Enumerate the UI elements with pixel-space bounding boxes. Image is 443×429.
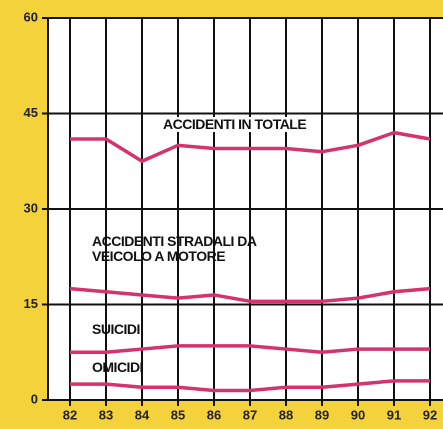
x-tick-label: 84 — [135, 407, 150, 422]
x-tick-label: 92 — [423, 407, 437, 422]
y-tick-label: 15 — [24, 296, 38, 311]
x-tick-label: 82 — [63, 407, 77, 422]
x-tick-label: 87 — [243, 407, 257, 422]
series-label: ACCIDENTI IN TOTALE — [160, 117, 310, 132]
x-tick-label: 83 — [99, 407, 113, 422]
series-label: SUICIDI — [92, 321, 140, 337]
x-tick-label: 89 — [315, 407, 329, 422]
y-tick-label: 45 — [24, 105, 38, 120]
x-tick-label: 91 — [387, 407, 401, 422]
series-line — [70, 379, 430, 393]
y-tick-label: 30 — [24, 200, 38, 215]
x-tick-label: 88 — [279, 407, 293, 422]
x-tick-label: 85 — [171, 407, 185, 422]
series-label: ACCIDENTI STRADALI DA VEICOLO A MOTORE — [92, 233, 256, 264]
y-tick-label: 0 — [31, 391, 38, 406]
x-tick-label: 86 — [207, 407, 221, 422]
x-tick-label: 90 — [351, 407, 365, 422]
series-line — [70, 344, 430, 354]
series-label: OMICIDI — [92, 359, 143, 375]
series-line — [70, 130, 431, 163]
series-line — [69, 286, 431, 304]
y-tick-label: 60 — [24, 9, 38, 24]
